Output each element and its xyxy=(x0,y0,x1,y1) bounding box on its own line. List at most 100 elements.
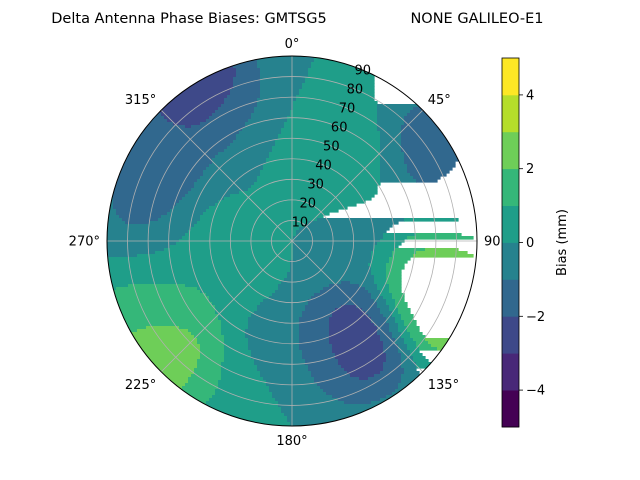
contour-cell xyxy=(107,260,291,264)
contour-cell xyxy=(164,248,294,252)
contour-cell xyxy=(377,116,405,120)
contour-cell xyxy=(107,131,123,135)
contour-cell xyxy=(107,233,186,237)
colorbar-tick-label: −4 xyxy=(526,384,545,399)
contour-cell xyxy=(365,311,381,315)
contour-cell xyxy=(425,248,459,252)
contour-cell xyxy=(245,332,300,336)
contour-cell xyxy=(257,308,306,312)
contour-cell xyxy=(404,119,459,123)
contour-cell xyxy=(383,347,399,351)
contour-cell xyxy=(107,59,138,63)
contour-cell xyxy=(113,197,183,201)
contour-cell xyxy=(293,242,378,246)
contour-cell xyxy=(146,395,168,399)
contour-cell xyxy=(107,254,138,258)
azimuth-tick-label: 90 xyxy=(484,235,501,250)
contour-cell xyxy=(380,158,405,162)
contour-cell xyxy=(404,152,462,156)
contour-cell xyxy=(209,398,276,402)
contour-cell xyxy=(299,320,330,324)
contour-cell xyxy=(155,104,222,108)
contour-cell xyxy=(386,317,396,321)
contour-cell xyxy=(401,359,414,363)
contour-cell xyxy=(122,344,201,348)
contour-cell xyxy=(272,146,381,150)
contour-cell xyxy=(383,365,402,369)
contour-cell xyxy=(389,308,399,312)
contour-cell xyxy=(239,131,282,135)
contour-cell xyxy=(200,347,225,351)
contour-cell xyxy=(383,236,408,240)
contour-cell xyxy=(107,110,129,114)
contour-cell xyxy=(401,128,462,132)
contour-cell xyxy=(248,317,300,321)
contour-cell xyxy=(107,218,123,222)
contour-cell xyxy=(404,218,459,222)
contour-cell xyxy=(116,209,171,213)
contour-cell xyxy=(107,134,123,138)
contour-cell xyxy=(107,122,126,126)
contour-cell xyxy=(194,224,306,228)
contour-cell xyxy=(380,290,390,294)
contour-cell xyxy=(299,317,330,321)
contour-cell xyxy=(107,368,123,372)
contour-cell xyxy=(380,176,414,180)
contour-cell xyxy=(107,266,291,270)
contour-cell xyxy=(116,212,168,216)
contour-cell xyxy=(107,227,192,231)
contour-cell xyxy=(134,65,153,69)
contour-cell xyxy=(257,176,381,180)
contour-cell xyxy=(137,254,294,258)
contour-cell xyxy=(269,389,324,393)
contour-cell xyxy=(182,386,219,390)
contour-cell xyxy=(329,320,372,324)
contour-cell xyxy=(278,284,330,288)
contour-cell xyxy=(245,329,300,333)
contour-cell xyxy=(254,311,303,315)
contour-cell xyxy=(257,59,315,63)
contour-cell xyxy=(263,377,315,381)
contour-cell xyxy=(116,146,228,150)
contour-cell xyxy=(419,347,438,351)
contour-cell xyxy=(332,344,384,348)
contour-cell xyxy=(371,272,387,276)
contour-cell xyxy=(392,254,414,258)
contour-cell xyxy=(149,86,234,90)
contour-cell xyxy=(293,254,372,258)
azimuth-tick-labels: 0° 45° 90 135° 180° 225° 270° 315° xyxy=(69,37,501,449)
contour-cell xyxy=(248,119,288,123)
contour-cell xyxy=(149,89,231,93)
contour-cell xyxy=(404,323,417,327)
azimuth-tick-label: 135° xyxy=(428,378,459,393)
contour-cell xyxy=(107,410,129,414)
contour-cell xyxy=(248,347,300,351)
contour-cell xyxy=(380,167,408,171)
contour-cell xyxy=(398,308,411,312)
contour-cell xyxy=(200,350,225,354)
contour-cell xyxy=(212,161,267,165)
contour-cell xyxy=(380,155,405,159)
contour-cell xyxy=(107,113,129,117)
contour-cell xyxy=(215,155,270,159)
contour-cell xyxy=(137,56,159,60)
contour-cell xyxy=(185,383,219,387)
contour-cell xyxy=(113,164,210,168)
contour-cell xyxy=(380,293,393,297)
contour-cell xyxy=(125,221,150,225)
contour-cell xyxy=(410,353,423,357)
contour-cell xyxy=(329,332,378,336)
contour-cell xyxy=(233,83,261,87)
contour-cell xyxy=(119,137,237,141)
chart-title-right: NONE GALILEO-E1 xyxy=(410,11,543,27)
contour-cell xyxy=(344,401,372,405)
contour-cell xyxy=(215,389,270,393)
contour-cell xyxy=(236,68,261,72)
contour-cell xyxy=(329,335,381,339)
contour-cell xyxy=(191,227,300,231)
contour-cell xyxy=(260,371,312,375)
contour-cell xyxy=(119,356,201,360)
contour-cell xyxy=(107,353,120,357)
contour-cell xyxy=(107,137,120,141)
contour-cell xyxy=(404,371,420,375)
